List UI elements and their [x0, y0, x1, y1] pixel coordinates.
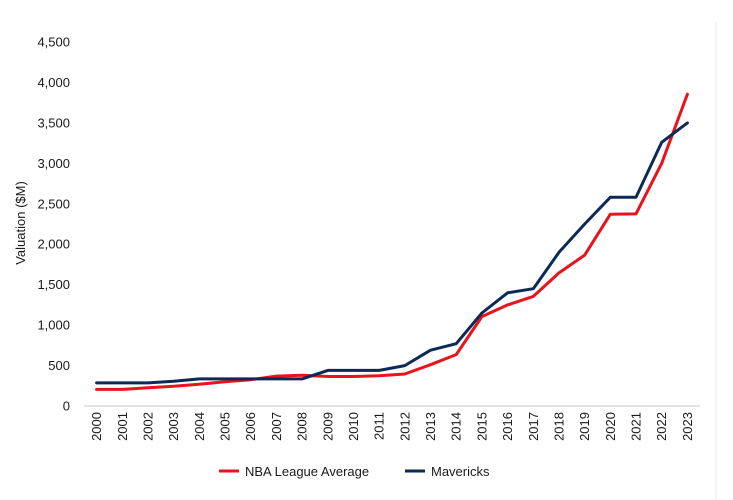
x-tick-label: 2021 [629, 412, 644, 441]
x-tick-label: 2005 [218, 412, 233, 441]
y-tick-label: 2,000 [37, 237, 70, 252]
x-tick-label: 2012 [397, 412, 412, 441]
x-tick-label: 2023 [680, 412, 695, 441]
legend: NBA League Average Mavericks [219, 464, 490, 479]
y-axis-title: Valuation ($M) [13, 181, 28, 265]
series-lines [95, 92, 689, 391]
y-tick-label: 500 [48, 358, 70, 373]
x-tick-label: 2000 [89, 412, 104, 441]
x-tick-label: 2011 [372, 412, 387, 440]
x-tick-label: 2004 [192, 412, 207, 441]
y-tick-label: 0 [63, 399, 70, 414]
x-tick-label: 2007 [269, 412, 284, 441]
y-tick-label: 3,500 [37, 115, 70, 130]
x-tick-label: 2002 [140, 412, 155, 441]
x-tick-label: 2015 [474, 412, 489, 441]
y-tick-label: 1,500 [37, 277, 70, 292]
x-tick-label: 2003 [166, 412, 181, 441]
series-line-nba-league-average [95, 92, 689, 391]
x-tick-label: 2019 [577, 412, 592, 441]
x-tick-label: 2014 [449, 412, 464, 441]
x-tick-label: 2017 [526, 412, 541, 441]
legend-label: Mavericks [431, 464, 490, 479]
x-tick-label: 2009 [320, 412, 335, 441]
x-tick-label: 2010 [346, 412, 361, 441]
y-axis-ticks: 0 500 1,000 1,500 2,000 2,500 3,000 3,500 4,000 4… [37, 35, 70, 414]
x-tick-label: 2008 [295, 412, 310, 441]
x-tick-label: 2022 [654, 412, 669, 441]
y-tick-label: 4,000 [37, 75, 70, 90]
x-tick-label: 2018 [551, 412, 566, 441]
y-tick-label: 2,500 [37, 196, 70, 211]
x-axis-ticks: 2000 2001 2002 2003 2004 2005 2006 2007 2008 2009… [89, 412, 695, 441]
x-tick-label: 2001 [115, 412, 130, 441]
series-line-mavericks [95, 121, 689, 385]
y-tick-label: 1,000 [37, 318, 70, 333]
x-tick-label: 2006 [243, 412, 258, 441]
x-tick-label: 2016 [500, 412, 515, 441]
legend-label: NBA League Average [245, 464, 369, 479]
y-tick-label: 3,000 [37, 156, 70, 171]
x-tick-label: 2020 [603, 412, 618, 441]
x-tick-label: 2013 [423, 412, 438, 441]
y-tick-label: 4,500 [37, 35, 70, 50]
